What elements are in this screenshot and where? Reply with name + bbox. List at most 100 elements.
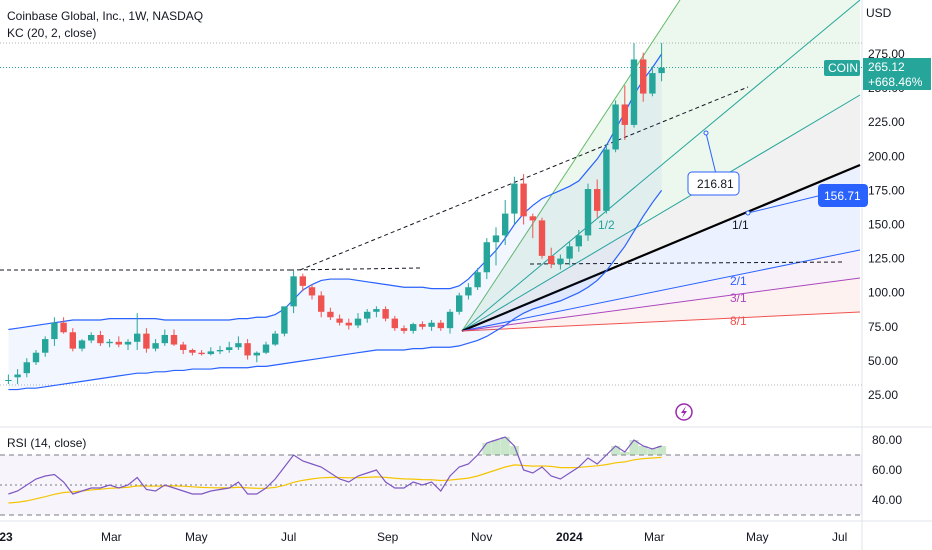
rsi-tick-label: 60.00	[872, 463, 902, 477]
candle-body	[106, 341, 113, 344]
candle-body	[640, 59, 647, 94]
fan-line-main	[461, 163, 861, 333]
x-tick-label: Jul	[281, 530, 296, 544]
candle-body	[529, 216, 536, 221]
fan-label: 1/2	[598, 218, 615, 232]
candle-body	[419, 324, 426, 327]
candle-body	[557, 258, 564, 265]
candle-body	[170, 334, 178, 345]
candle-body	[272, 333, 279, 345]
candle-body	[630, 59, 638, 125]
x-tick-label: Mar	[101, 530, 122, 544]
callout-anchor-a	[703, 130, 709, 136]
x-tick-label: Mar	[644, 530, 665, 544]
candle-body	[244, 343, 251, 356]
candle-body	[382, 309, 389, 319]
candle-body	[538, 220, 546, 256]
candle-body	[207, 351, 214, 355]
price-tag-change: +668.46%	[868, 75, 923, 89]
price-tag-value: 265.12	[868, 60, 905, 74]
candle-body	[612, 104, 619, 150]
price-tags: COIN 265.12+668.46% 216.81 156.71	[687, 58, 931, 207]
indicator-label[interactable]: KC (20, 2, close)	[7, 26, 97, 40]
candle-body	[465, 287, 472, 296]
x-tick-label: 2023	[0, 530, 13, 544]
y-tick-label: 25.00	[868, 388, 898, 402]
rsi-tick-label: 40.00	[872, 493, 902, 507]
callout-connector-a	[705, 132, 717, 175]
candle-body	[78, 340, 86, 349]
candle-body	[474, 272, 481, 288]
dashed-support-mid	[289, 267, 421, 271]
y-tick-label: 100.00	[868, 286, 905, 300]
y-axis[interactable]: 275.00250.00225.00200.00175.00150.00125.…	[868, 47, 905, 402]
candle-body	[446, 311, 454, 329]
candle-body	[566, 246, 573, 259]
candle-body	[69, 332, 76, 349]
candle-body	[658, 67, 665, 74]
y-tick-label: 125.00	[868, 252, 905, 266]
rsi-panel: 80.00 60.00 40.00	[0, 433, 902, 516]
candle-body	[180, 344, 187, 350]
candle-body	[400, 328, 408, 331]
candle-body	[161, 334, 168, 344]
candle-body	[198, 352, 205, 355]
y-tick-label: 150.00	[868, 218, 905, 232]
candle-body	[152, 343, 159, 349]
candle-body	[373, 309, 380, 312]
candles-layer	[0, 43, 862, 385]
candle-body	[216, 349, 224, 352]
rsi-label[interactable]: RSI (14, close)	[7, 436, 87, 450]
y-tick-label: 200.00	[868, 149, 905, 163]
candle-body	[575, 235, 582, 247]
fan-label: 2/1	[730, 274, 747, 288]
candle-body	[511, 183, 518, 214]
candle-body	[5, 379, 12, 381]
candle-body	[492, 235, 500, 243]
candle-body	[483, 242, 490, 273]
y-tick-label: 175.00	[868, 183, 905, 197]
lightning-icon[interactable]	[675, 403, 693, 421]
fan-label: 3/1	[730, 291, 747, 305]
rsi-tick-label: 80.00	[872, 433, 902, 447]
candle-body	[290, 276, 297, 307]
x-tick-label: 2024	[556, 530, 583, 544]
keltner-upper-line	[8, 53, 663, 331]
y-tick-label: 50.00	[868, 354, 898, 368]
candle-body	[97, 334, 104, 344]
candle-body	[456, 295, 463, 312]
fan-label: 8/1	[730, 314, 747, 328]
fan-line-c	[461, 94, 861, 332]
x-axis[interactable]: 2023 Mar May Jul Sep Nov 2024 Mar May Jul	[0, 530, 847, 544]
candle-body	[253, 352, 260, 356]
candle-body	[327, 311, 334, 318]
candle-body	[32, 352, 40, 363]
candle-body	[364, 311, 371, 319]
candle-body	[281, 306, 288, 334]
price-tag-bg	[863, 58, 931, 90]
candle-body	[621, 104, 628, 125]
candle-body	[391, 318, 398, 329]
x-tick-label: Jul	[832, 530, 847, 544]
callout-anchor-b	[745, 210, 751, 216]
candle-body	[134, 333, 141, 342]
callout-b-text: 156.71	[824, 189, 861, 203]
fan-line-f	[461, 311, 861, 332]
candle-body	[345, 322, 352, 326]
candle-body	[308, 287, 316, 296]
candle-body	[262, 344, 270, 353]
candle-body	[60, 322, 67, 333]
candle-body	[235, 343, 242, 348]
drawing-layer: 1/2 1/1 2/1 3/1 8/1	[0, 0, 862, 386]
candle-body	[226, 347, 233, 350]
dashed-support-right	[529, 261, 846, 265]
candle-body	[437, 322, 444, 329]
callout-connector-b	[747, 195, 819, 214]
candle-body	[51, 322, 58, 340]
candle-body	[88, 334, 95, 341]
x-tick-label: Sep	[377, 530, 399, 544]
x-tick-label: May	[185, 530, 208, 544]
currency-button[interactable]: USD	[866, 6, 892, 20]
keltner-fill	[8, 54, 662, 390]
